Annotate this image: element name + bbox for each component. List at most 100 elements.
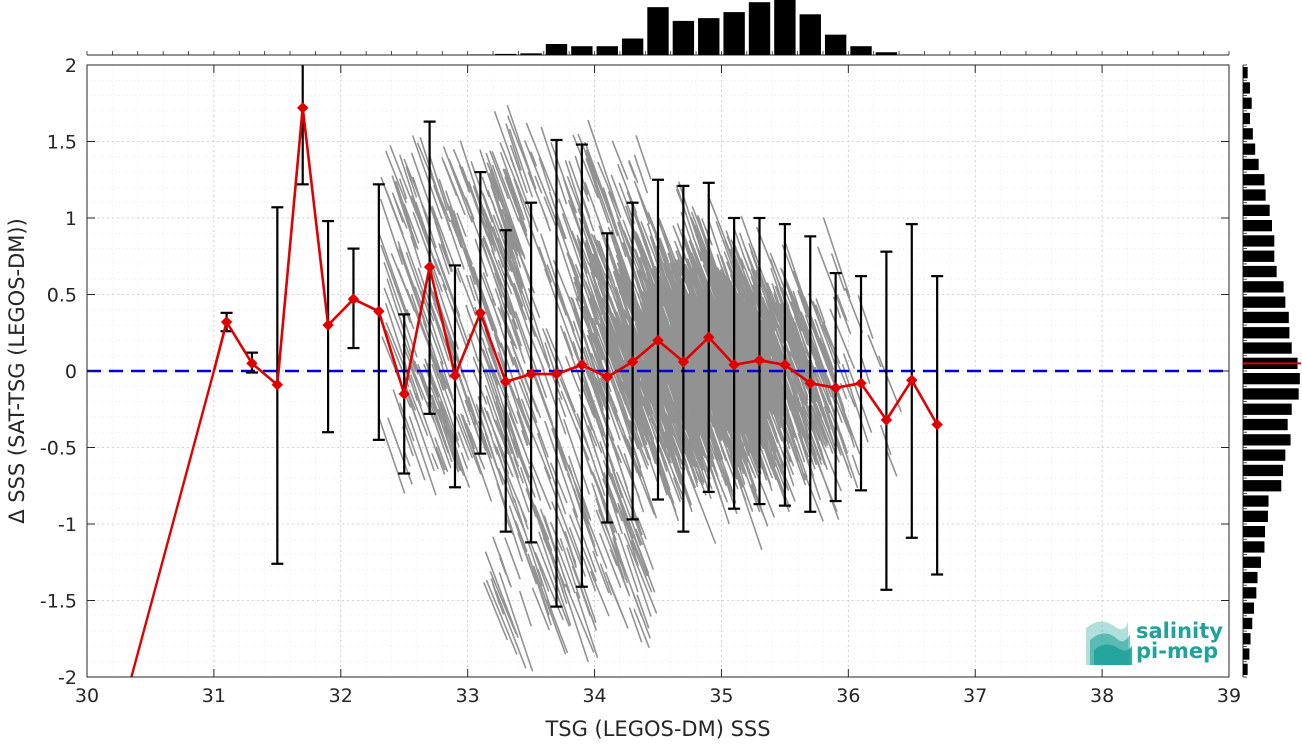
logo-wave-front: [1094, 644, 1132, 665]
mean-marker: [500, 376, 512, 388]
right-histogram-bar: [1243, 510, 1268, 522]
logo-text-line1: salinity: [1136, 619, 1223, 643]
mean-marker: [373, 305, 385, 318]
y-tick-label: -1.5: [40, 591, 77, 613]
y-tick-label: 1.5: [47, 132, 77, 154]
right-histogram-bar: [1243, 480, 1282, 492]
top-histogram-bar: [495, 53, 517, 55]
mean-marker: [829, 382, 842, 394]
y-tick-labels: -2 -1.5 -1 -0.5 0 0.5 1 1.5 2: [40, 55, 77, 689]
mean-series: [130, 102, 943, 678]
y-axis-label: Δ SSS (SAT-TSG (LEGOS-DM)): [5, 218, 29, 524]
right-histogram-bar: [1243, 571, 1258, 584]
right-histogram-bar: [1243, 633, 1251, 645]
top-histogram-bar: [621, 38, 644, 55]
x-tick-label: 37: [963, 685, 987, 707]
top-histogram-bar: [647, 7, 669, 55]
mean-marker: [297, 102, 309, 114]
top-histogram: [86, 0, 1230, 56]
mean-marker: [423, 261, 436, 273]
right-histogram-bar: [1243, 281, 1284, 293]
right-histogram-bar: [1243, 556, 1261, 568]
right-histogram-bar: [1243, 495, 1269, 507]
mean-marker: [855, 377, 867, 389]
mean-marker: [804, 377, 816, 389]
right-histogram-bar: [1243, 158, 1259, 171]
right-histogram-bar: [1243, 327, 1290, 339]
mean-marker: [931, 418, 943, 431]
top-histogram-bar: [698, 18, 720, 55]
y-tick-label: -1: [58, 514, 77, 536]
y-tick-label: 1: [65, 208, 77, 230]
top-histogram-bar: [571, 46, 593, 55]
mean-marker: [220, 316, 233, 328]
right-histogram-bar: [1243, 388, 1299, 400]
mean-marker: [474, 307, 487, 319]
right-histogram-bar: [1243, 82, 1250, 94]
mean-marker: [271, 379, 284, 391]
main-plot-area: [86, 64, 1230, 678]
x-tick-label: 35: [709, 685, 733, 707]
right-histogram-bar: [1243, 434, 1291, 446]
right-histogram-bar: [1243, 526, 1266, 538]
right-histogram-bar: [1243, 464, 1284, 477]
mean-marker: [677, 356, 690, 368]
mean-marker: [779, 359, 791, 371]
top-histogram-bar: [723, 12, 745, 56]
top-histogram-bar: [901, 54, 923, 55]
top-histogram-bar: [520, 53, 542, 55]
top-histogram-bar: [672, 20, 695, 55]
right-histogram-bar: [1243, 174, 1265, 186]
x-tick-label: 31: [202, 685, 226, 707]
right-histogram-bar: [1243, 449, 1286, 461]
x-tick-labels: 30 31 32 33 34 35 36 37 38 39: [75, 685, 1241, 707]
right-histogram-bar: [1243, 311, 1289, 324]
mean-marker: [652, 334, 664, 347]
right-histogram-bar: [1243, 67, 1248, 79]
x-tick-label: 33: [456, 685, 480, 707]
x-tick-label: 32: [329, 685, 353, 707]
mean-marker: [703, 331, 715, 344]
right-histogram-bar: [1243, 587, 1257, 599]
right-histogram-bar: [1243, 143, 1256, 155]
right-histogram-bar: [1243, 112, 1250, 125]
mean-marker: [576, 359, 588, 371]
mean-marker: [753, 354, 766, 366]
y-tick-label: 2: [65, 55, 77, 77]
top-histogram-bar: [596, 46, 618, 55]
right-histogram-bar: [1243, 265, 1277, 278]
top-histogram-bar: [774, 0, 796, 55]
right-histogram-bar: [1243, 418, 1288, 431]
y-tick-label: 0.5: [47, 285, 77, 307]
right-histogram-bar: [1243, 250, 1275, 262]
mean-marker: [601, 371, 613, 383]
right-histogram-bar: [1243, 373, 1300, 385]
top-histogram-bar: [748, 2, 771, 55]
right-histogram-bar: [1243, 128, 1253, 140]
mean-marker: [398, 388, 410, 400]
mean-marker: [322, 319, 334, 331]
right-histogram-bar: [1243, 403, 1292, 415]
right-histogram-bar: [1243, 296, 1286, 308]
y-tick-label: -2: [58, 667, 77, 689]
y-tick-label: -0.5: [40, 438, 77, 460]
right-histogram: [1242, 64, 1301, 678]
mean-extension-line: [130, 370, 216, 678]
top-histogram-bar: [824, 34, 847, 55]
mean-marker: [550, 368, 563, 380]
mean-marker: [246, 357, 258, 370]
logo-text-line2: pi-mep: [1136, 639, 1218, 663]
right-histogram-bar: [1243, 189, 1266, 201]
right-histogram-bar: [1243, 204, 1270, 216]
right-histogram-bar: [1243, 342, 1292, 354]
right-histogram-bar: [1243, 541, 1265, 553]
x-tick-label: 39: [1217, 685, 1241, 707]
y-tick-label: 0: [65, 361, 77, 383]
mean-marker: [880, 414, 893, 426]
x-axis-label: TSG (LEGOS-DM) SSS: [544, 717, 770, 741]
right-histogram-bar: [1243, 220, 1272, 232]
mean-marker: [626, 356, 639, 368]
right-histogram-bar: [1243, 663, 1248, 675]
x-tick-label: 30: [75, 685, 99, 707]
